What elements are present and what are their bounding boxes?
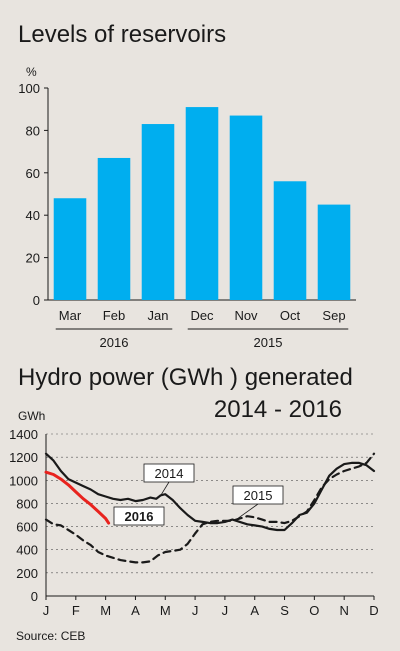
source-note: Source: CEB xyxy=(16,629,85,643)
series-label-box xyxy=(113,506,165,526)
line-x-tick-label: A xyxy=(250,603,259,618)
bar-category-label: Nov xyxy=(234,308,258,323)
line-y-tick-label: 1000 xyxy=(9,473,38,488)
line-x-tick-label: F xyxy=(72,603,80,618)
bar-mar xyxy=(53,198,87,300)
reservoir-bar-chart: Levels of reservoirs% 0 20 40 60 80 100 Mar Feb J… xyxy=(18,21,356,350)
series-label-box xyxy=(143,463,195,483)
line-y-tick-label: 0 xyxy=(31,589,38,604)
bar-y-tick-label: 80 xyxy=(26,123,40,138)
bar-y-unit: % xyxy=(26,65,37,79)
series-label-leader xyxy=(160,481,170,496)
bar-category-label: Dec xyxy=(190,308,214,323)
line-x-tick-label: M xyxy=(100,603,111,618)
line-x-tick-label: S xyxy=(280,603,289,618)
line-x-tick-label: J xyxy=(192,603,199,618)
series-label-2015: 2015 xyxy=(244,488,273,503)
line-x-tick-label: N xyxy=(339,603,348,618)
line-x-tick-label: J xyxy=(222,603,229,618)
series-line-2016 xyxy=(44,470,111,525)
line-x-tick-label: D xyxy=(369,603,378,618)
bar-chart-title: Levels of reservoirs xyxy=(18,21,226,48)
hydro-line-chart: Hydro power (GWh ) generated 2014 - 2016 G… xyxy=(9,364,379,618)
series-label-leader xyxy=(235,503,259,521)
line-chart-title: Hydro power (GWh ) generated xyxy=(18,364,353,391)
bar-y-tick-label: 20 xyxy=(26,251,40,266)
bar-feb xyxy=(97,157,131,300)
line-x-tick-label: A xyxy=(131,603,140,618)
bar-category-label: Oct xyxy=(280,308,301,323)
bar-category-label: Sep xyxy=(322,308,345,323)
series-label-2014: 2014 xyxy=(155,466,184,481)
series-label-2016: 2016 xyxy=(125,509,154,524)
bar-y-tick-label: 0 xyxy=(33,293,40,308)
bar-category-label: Mar xyxy=(59,308,82,323)
line-x-tick-label: M xyxy=(160,603,171,618)
bar-oct xyxy=(273,181,307,300)
bar-dec xyxy=(185,107,219,300)
bar-group-label: 2016 xyxy=(100,335,129,350)
bar-y-tick-label: 40 xyxy=(26,208,40,223)
line-y-tick-label: 800 xyxy=(16,496,38,511)
line-x-tick-label: J xyxy=(43,603,50,618)
bar-sep xyxy=(317,204,351,300)
line-y-tick-label: 1400 xyxy=(9,427,38,442)
bar-y-tick-label: 100 xyxy=(18,81,40,96)
bar-nov xyxy=(229,115,263,300)
line-chart-subtitle: 2014 - 2016 xyxy=(214,396,342,423)
line-y-tick-label: 200 xyxy=(16,566,38,581)
line-y-unit: GWh xyxy=(18,409,45,423)
bar-category-label: Jan xyxy=(148,308,169,323)
bar-y-tick-label: 60 xyxy=(26,166,40,181)
series-label-box xyxy=(232,485,284,505)
bar-jan xyxy=(141,124,175,300)
line-x-tick-label: O xyxy=(309,603,319,618)
series-line-2014 xyxy=(44,452,376,532)
bar-category-label: Feb xyxy=(103,308,125,323)
line-y-tick-label: 1200 xyxy=(9,450,38,465)
line-y-tick-label: 400 xyxy=(16,543,38,558)
line-y-tick-label: 600 xyxy=(16,520,38,535)
series-line-2015 xyxy=(44,452,376,564)
bar-group-label: 2015 xyxy=(254,335,283,350)
